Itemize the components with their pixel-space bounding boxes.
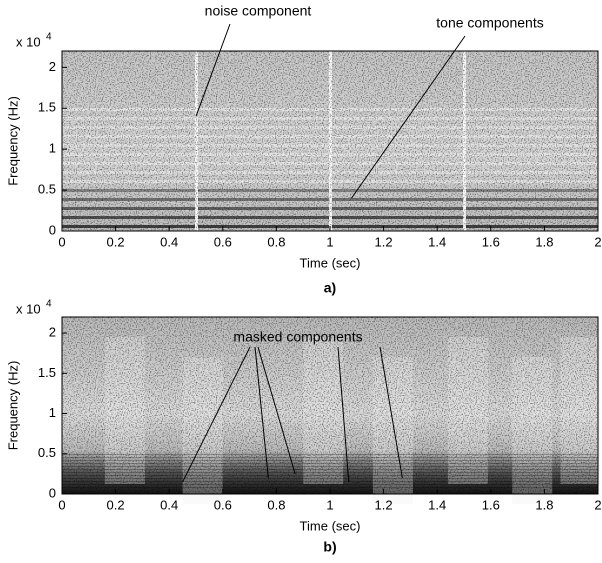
annotation-pointer — [351, 35, 466, 199]
x-tick-label: 1.6 — [482, 234, 500, 249]
x-tick-label: 0 — [58, 234, 65, 249]
y-tick-label: 0 — [49, 222, 56, 237]
y-tick-label: 1 — [49, 141, 56, 156]
y-scale-exponent: 4 — [46, 32, 52, 43]
texture-noise — [62, 317, 598, 494]
annotation-pointer — [257, 346, 296, 475]
annotation-pointer — [182, 346, 251, 483]
x-tick-label: 0.8 — [267, 234, 285, 249]
x-tick-label: 0.6 — [214, 497, 232, 512]
panel-label: a) — [324, 280, 336, 296]
y-tick-label: 0.5 — [38, 445, 56, 460]
x-axis-label: Time (sec) — [300, 518, 361, 533]
x-tick-label: 0.4 — [160, 497, 178, 512]
annotation-pointer — [379, 346, 403, 478]
y-tick-label: 1 — [49, 405, 56, 420]
x-tick-label: 2 — [594, 234, 601, 249]
x-tick-label: 1.8 — [535, 234, 553, 249]
x-tick-label: 1.8 — [535, 497, 553, 512]
x-tick-label: 2 — [594, 497, 601, 512]
y-tick-label: 0 — [49, 485, 56, 500]
y-scale-base: x 10 — [16, 301, 41, 316]
annotation-pointer — [254, 346, 269, 478]
x-tick-label: 0.6 — [214, 234, 232, 249]
y-axis-label: Frequency (Hz) — [5, 96, 20, 186]
x-tick-label: 1 — [326, 497, 333, 512]
x-tick-label: 1.2 — [375, 234, 393, 249]
x-axis-label: Time (sec) — [300, 255, 361, 270]
x-tick-label: 0 — [58, 497, 65, 512]
y-axis-label: Frequency (Hz) — [5, 361, 20, 451]
x-tick-label: 1 — [326, 234, 333, 249]
x-tick-label: 0.8 — [267, 497, 285, 512]
y-tick-label: 1.5 — [38, 100, 56, 115]
x-tick-label: 1.4 — [428, 497, 446, 512]
y-tick-label: 2 — [49, 325, 56, 340]
x-tick-label: 0.4 — [160, 234, 178, 249]
x-tick-label: 1.6 — [482, 497, 500, 512]
spectrogram-panel — [61, 316, 601, 504]
x-tick-label: 0.2 — [107, 497, 125, 512]
x-tick-label: 1.2 — [375, 497, 393, 512]
texture-noise — [62, 51, 598, 231]
annotation-pointer — [195, 23, 231, 117]
annotation: noise component — [205, 3, 312, 19]
x-tick-label: 1.4 — [428, 234, 446, 249]
x-tick-label: 0.2 — [107, 234, 125, 249]
y-tick-label: 0.5 — [38, 182, 56, 197]
annotation-pointer — [337, 346, 350, 482]
panel-label: b) — [323, 539, 336, 555]
y-scale-exponent: 4 — [46, 299, 52, 310]
annotation: masked components — [233, 329, 362, 345]
y-tick-label: 2 — [49, 59, 56, 74]
y-tick-label: 1.5 — [38, 365, 56, 380]
annotation: tone components — [436, 15, 543, 31]
y-scale-base: x 10 — [16, 34, 41, 49]
spectrogram-panel — [61, 50, 599, 232]
